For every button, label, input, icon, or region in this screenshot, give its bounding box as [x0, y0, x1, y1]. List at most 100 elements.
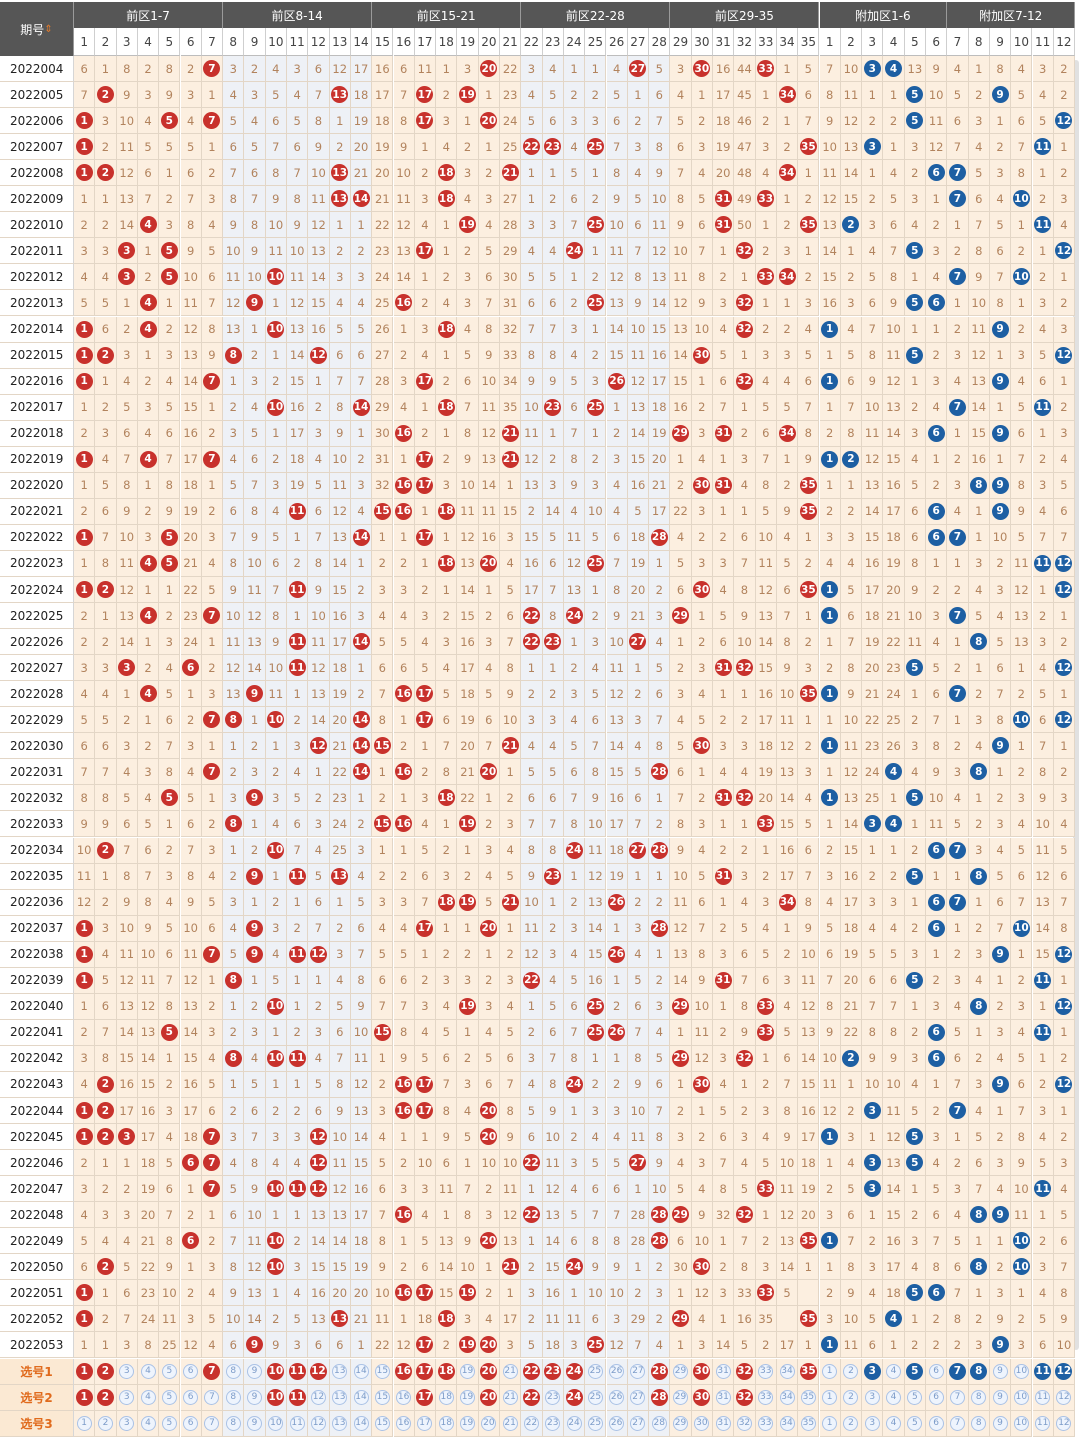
selector-ball[interactable]: 2 [843, 1363, 859, 1379]
selector-ball[interactable]: 5 [161, 1363, 177, 1379]
selector-ball[interactable]: 14 [353, 1415, 369, 1431]
selector-ball[interactable]: 26 [609, 1415, 625, 1431]
selector-ball[interactable]: 1 [822, 1363, 838, 1379]
selector-ball-selected[interactable]: 28 [650, 1362, 668, 1380]
selector-ball[interactable]: 10 [1013, 1363, 1029, 1379]
selector-ball[interactable]: 8 [225, 1389, 241, 1405]
selector-ball[interactable]: 31 [715, 1415, 731, 1431]
selector-ball[interactable]: 35 [800, 1415, 816, 1431]
selector-ball-selected[interactable]: 17 [416, 1362, 434, 1380]
selector-ball[interactable]: 5 [907, 1415, 923, 1431]
selector-ball[interactable]: 33 [758, 1415, 774, 1431]
selector-ball[interactable]: 20 [481, 1415, 497, 1431]
selector-ball[interactable]: 15 [374, 1363, 390, 1379]
selector-ball[interactable]: 14 [353, 1389, 369, 1405]
selector-ball[interactable]: 27 [630, 1363, 646, 1379]
selector-ball-selected[interactable]: 22 [522, 1362, 540, 1380]
selector-ball-selected[interactable]: 24 [565, 1362, 583, 1380]
selector-ball-selected[interactable]: 10 [267, 1388, 285, 1406]
selector-ball-selected[interactable]: 11 [288, 1362, 306, 1380]
selector-ball[interactable]: 7 [949, 1415, 965, 1431]
selector-ball[interactable]: 34 [779, 1363, 795, 1379]
selector-ball-selected[interactable]: 30 [693, 1388, 711, 1406]
selector-ball[interactable]: 33 [758, 1389, 774, 1405]
selector-ball-selected[interactable]: 24 [565, 1388, 583, 1406]
selector-ball[interactable]: 6 [928, 1389, 944, 1405]
selector-ball[interactable]: 31 [715, 1389, 731, 1405]
selector-ball[interactable]: 15 [374, 1415, 390, 1431]
selector-ball[interactable]: 4 [140, 1363, 156, 1379]
selector-ball[interactable]: 5 [161, 1415, 177, 1431]
selector-ball[interactable]: 25 [587, 1415, 603, 1431]
selector-ball[interactable]: 9 [247, 1415, 263, 1431]
selector-ball[interactable]: 1 [76, 1415, 92, 1431]
selector-ball[interactable]: 18 [438, 1389, 454, 1405]
selector-ball[interactable]: 22 [523, 1415, 539, 1431]
selector-ball[interactable]: 4 [140, 1389, 156, 1405]
selector-ball[interactable]: 13 [332, 1363, 348, 1379]
selector-ball[interactable]: 2 [843, 1415, 859, 1431]
selector-ball[interactable]: 9 [992, 1415, 1008, 1431]
selector-ball[interactable]: 5 [161, 1389, 177, 1405]
selector-ball[interactable]: 13 [332, 1389, 348, 1405]
selector-ball[interactable]: 16 [396, 1415, 412, 1431]
selector-ball[interactable]: 11 [1035, 1415, 1051, 1431]
selector-ball[interactable]: 1 [822, 1389, 838, 1405]
selector-ball[interactable]: 1 [822, 1415, 838, 1431]
selector-ball-selected[interactable]: 8 [970, 1362, 988, 1380]
selector-ball[interactable]: 25 [587, 1389, 603, 1405]
selector-ball[interactable]: 10 [1013, 1389, 1029, 1405]
selector-ball[interactable]: 3 [119, 1363, 135, 1379]
selector-ball[interactable]: 9 [247, 1363, 263, 1379]
selector-ball[interactable]: 27 [630, 1415, 646, 1431]
selector-ball[interactable]: 2 [843, 1389, 859, 1405]
selector-ball-selected[interactable]: 12 [1055, 1362, 1073, 1380]
selector-ball[interactable]: 19 [460, 1363, 476, 1379]
selector-ball[interactable]: 7 [949, 1389, 965, 1405]
selector-ball-selected[interactable]: 32 [735, 1388, 753, 1406]
selector-ball-selected[interactable]: 11 [288, 1388, 306, 1406]
selector-ball-selected[interactable]: 28 [650, 1388, 668, 1406]
selector-ball[interactable]: 28 [651, 1415, 667, 1431]
selector-ball-selected[interactable]: 2 [96, 1362, 114, 1380]
selector-ball[interactable]: 27 [630, 1389, 646, 1405]
selector-ball[interactable]: 3 [864, 1415, 880, 1431]
selector-ball-selected[interactable]: 1 [75, 1362, 93, 1380]
selector-ball[interactable]: 6 [928, 1415, 944, 1431]
selector-ball[interactable]: 4 [886, 1415, 902, 1431]
selector-ball-selected[interactable]: 7 [203, 1362, 221, 1380]
selector-ball-selected[interactable]: 3 [863, 1362, 881, 1380]
selector-ball[interactable]: 11 [1035, 1389, 1051, 1405]
selector-ball[interactable]: 12 [1056, 1389, 1072, 1405]
vertical-scrollbar[interactable] [1073, 60, 1079, 1350]
selector-ball[interactable]: 8 [225, 1363, 241, 1379]
selector-ball[interactable]: 21 [502, 1415, 518, 1431]
selector-ball[interactable]: 9 [247, 1389, 263, 1405]
selector-ball[interactable]: 4 [140, 1415, 156, 1431]
selector-ball[interactable]: 9 [992, 1389, 1008, 1405]
selector-ball[interactable]: 2 [97, 1415, 113, 1431]
selector-ball-selected[interactable]: 23 [544, 1362, 562, 1380]
selector-ball[interactable]: 26 [609, 1389, 625, 1405]
selector-ball[interactable]: 34 [779, 1389, 795, 1405]
selector-ball[interactable]: 8 [225, 1415, 241, 1431]
selector-ball-selected[interactable]: 1 [75, 1388, 93, 1406]
selector-ball-selected[interactable]: 22 [522, 1388, 540, 1406]
selector-ball[interactable]: 35 [800, 1389, 816, 1405]
selector-ball-selected[interactable]: 35 [799, 1362, 817, 1380]
selector-ball-selected[interactable]: 16 [395, 1362, 413, 1380]
selector-ball[interactable]: 11 [289, 1415, 305, 1431]
selector-ball[interactable]: 8 [971, 1389, 987, 1405]
selector-ball[interactable]: 18 [438, 1415, 454, 1431]
sort-up-down-icon[interactable]: ⇕ [44, 23, 53, 35]
issue-header[interactable]: 期号 ⇕ [0, 2, 74, 56]
selector-ball[interactable]: 6 [183, 1389, 199, 1405]
selector-ball-selected[interactable]: 5 [906, 1362, 924, 1380]
selector-ball-selected[interactable]: 10 [267, 1362, 285, 1380]
selector-ball-selected[interactable]: 20 [480, 1388, 498, 1406]
selector-ball[interactable]: 25 [587, 1363, 603, 1379]
selector-ball[interactable]: 10 [268, 1415, 284, 1431]
selector-ball[interactable]: 21 [502, 1389, 518, 1405]
selector-ball[interactable]: 4 [886, 1363, 902, 1379]
selector-ball[interactable]: 29 [673, 1415, 689, 1431]
